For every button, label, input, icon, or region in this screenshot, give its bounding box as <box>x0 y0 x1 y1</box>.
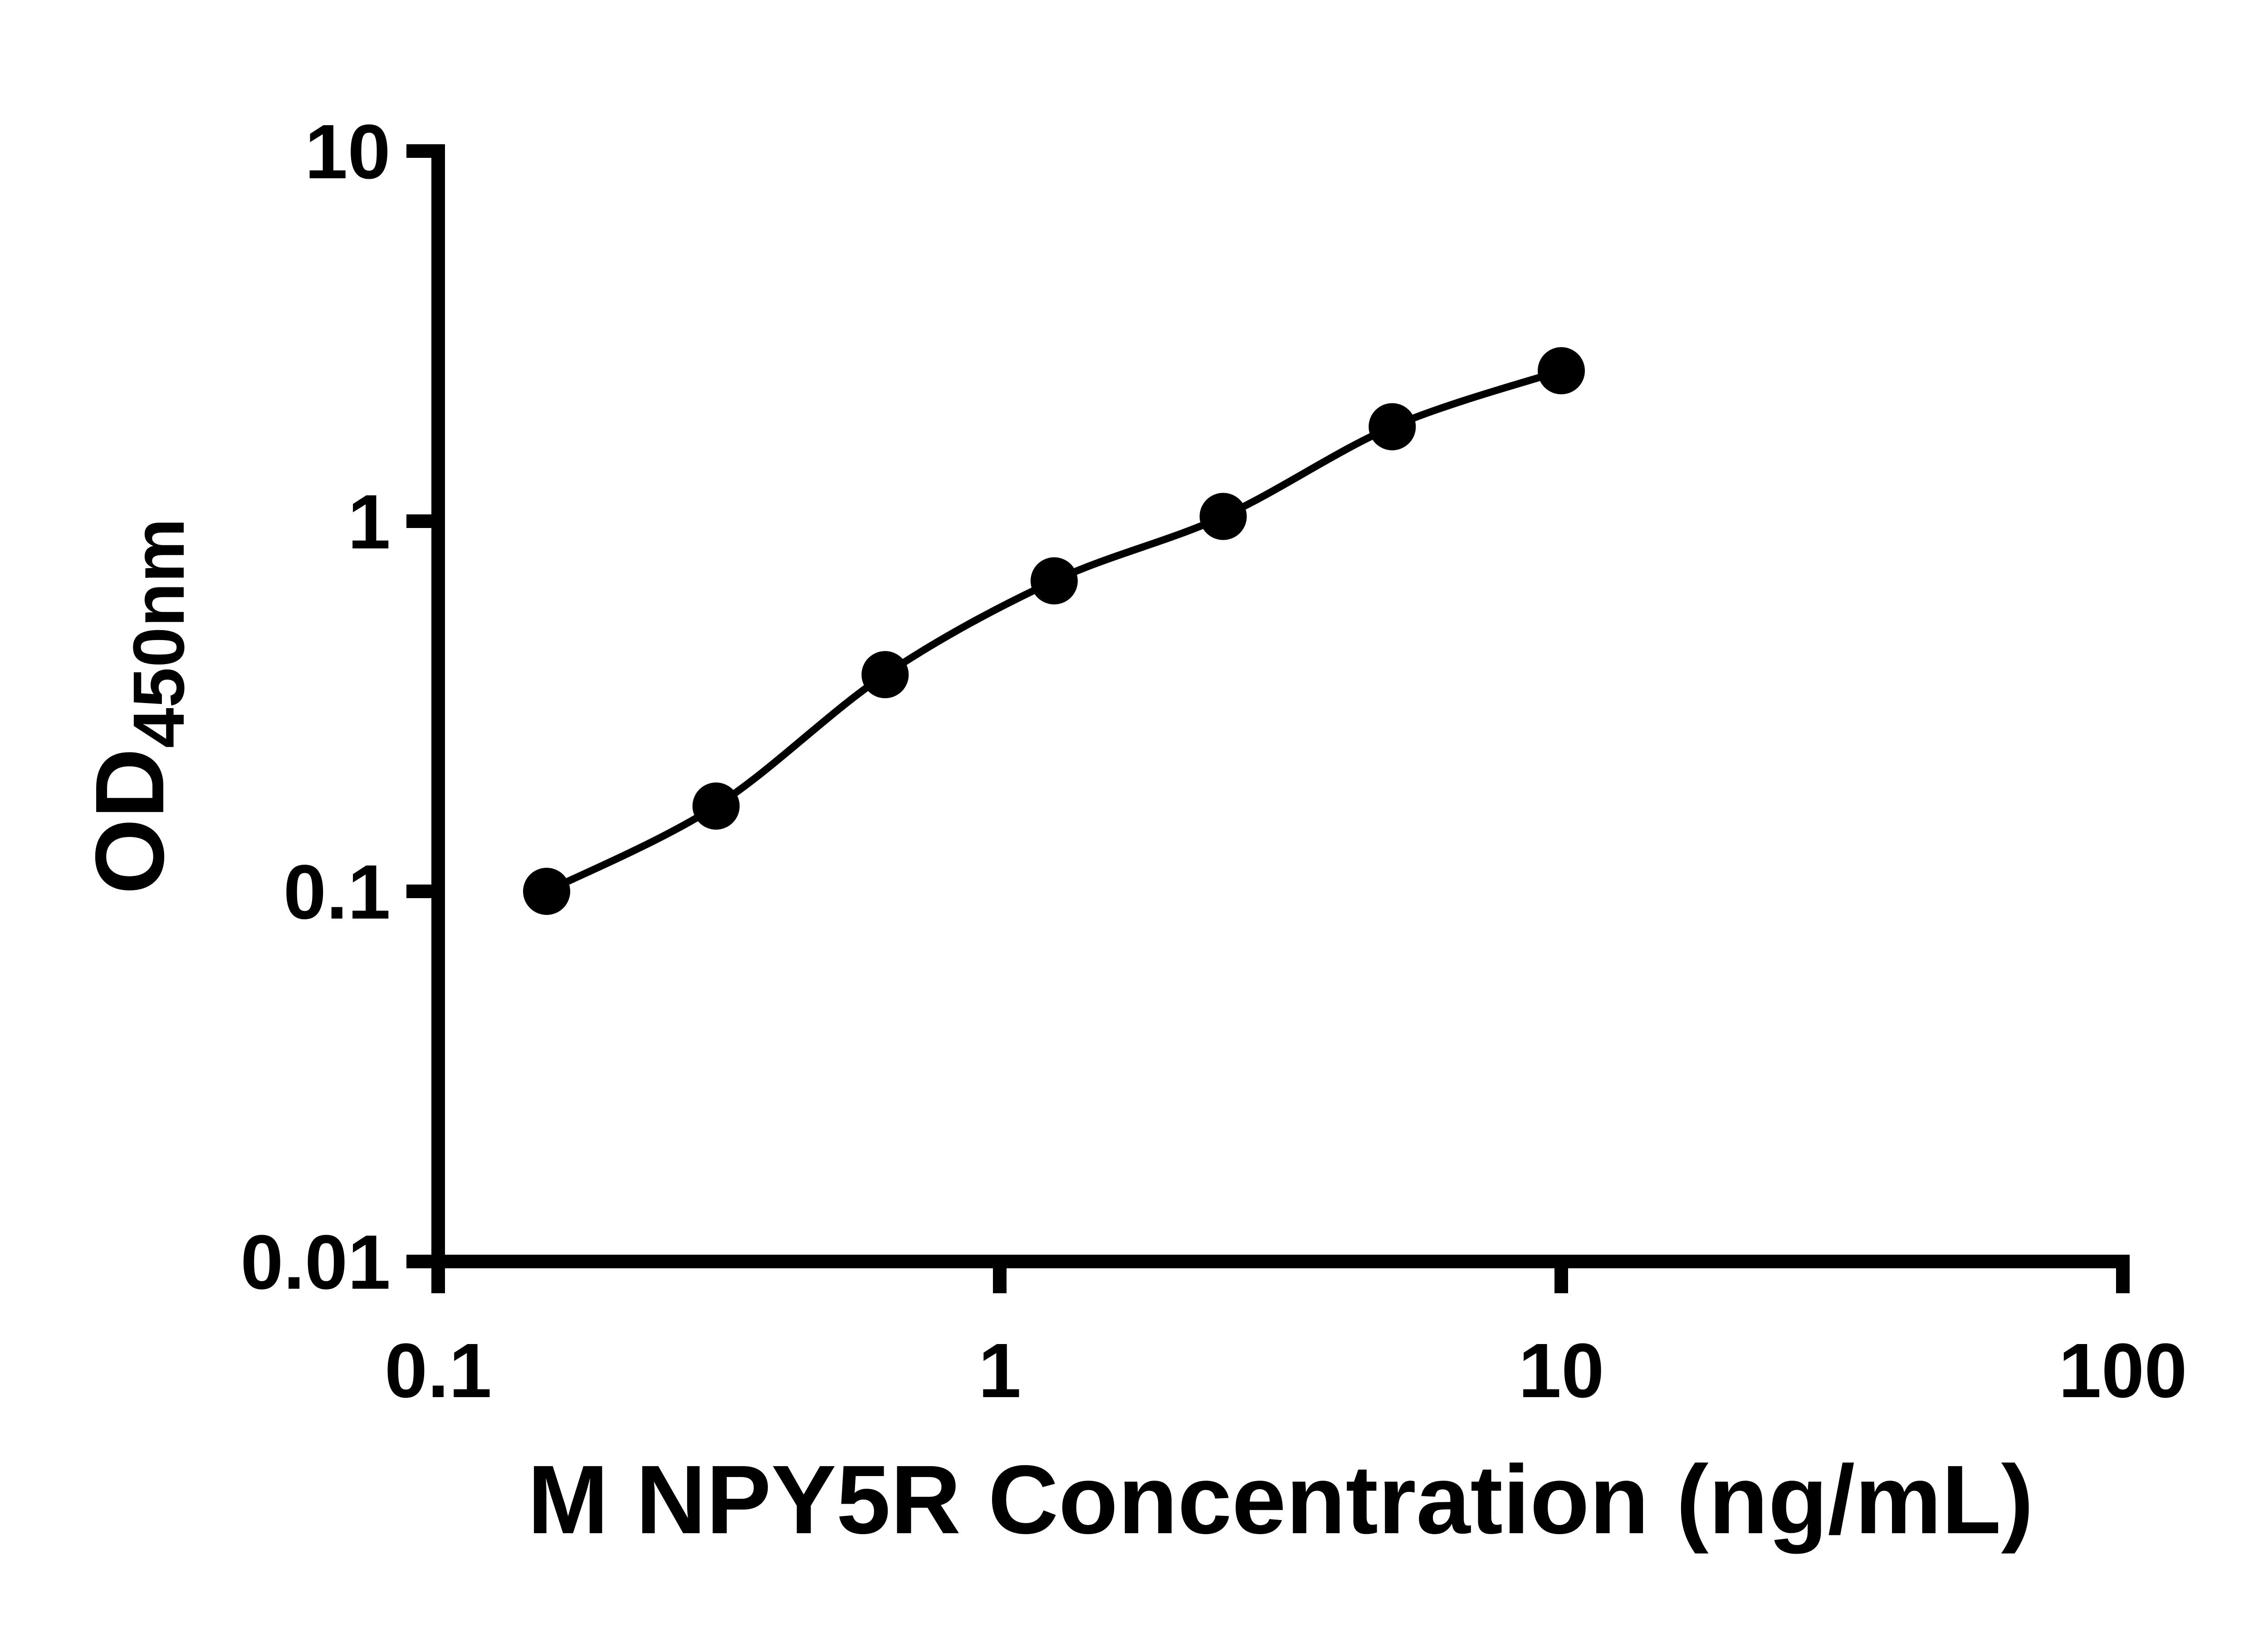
data-point-marker <box>523 868 571 915</box>
y-tick-label: 10 <box>305 109 391 195</box>
data-point-marker <box>1538 347 1585 395</box>
x-tick-label: 1 <box>978 1328 1022 1414</box>
axes <box>431 144 2130 1268</box>
x-tick-label: 100 <box>2058 1328 2187 1414</box>
data-point-marker <box>1199 493 1247 540</box>
data-points <box>523 347 1585 915</box>
y-axis-title-subscript: 450nm <box>118 518 199 748</box>
y-axis-title: OD450nm <box>75 518 199 894</box>
axis-lines <box>431 144 2130 1268</box>
y-axis-title-main: OD <box>75 748 184 895</box>
data-point-marker <box>861 651 909 699</box>
y-tick-label: 0.1 <box>284 849 391 935</box>
x-tick-label: 10 <box>1518 1328 1604 1414</box>
x-tick-label: 0.1 <box>385 1328 492 1414</box>
tick-labels: 0.1 1 10 100 0.01 0.1 1 10 <box>240 109 2187 1414</box>
data-point-marker <box>1369 403 1416 450</box>
tick-marks <box>406 144 2130 1293</box>
y-tick-label: 0.01 <box>240 1219 391 1305</box>
y-tick-label: 1 <box>347 479 391 565</box>
data-point-marker <box>1031 557 1078 605</box>
x-axis-title: M NPY5R Concentration (ng/mL) <box>528 1445 2034 1554</box>
data-point-marker <box>692 782 740 830</box>
